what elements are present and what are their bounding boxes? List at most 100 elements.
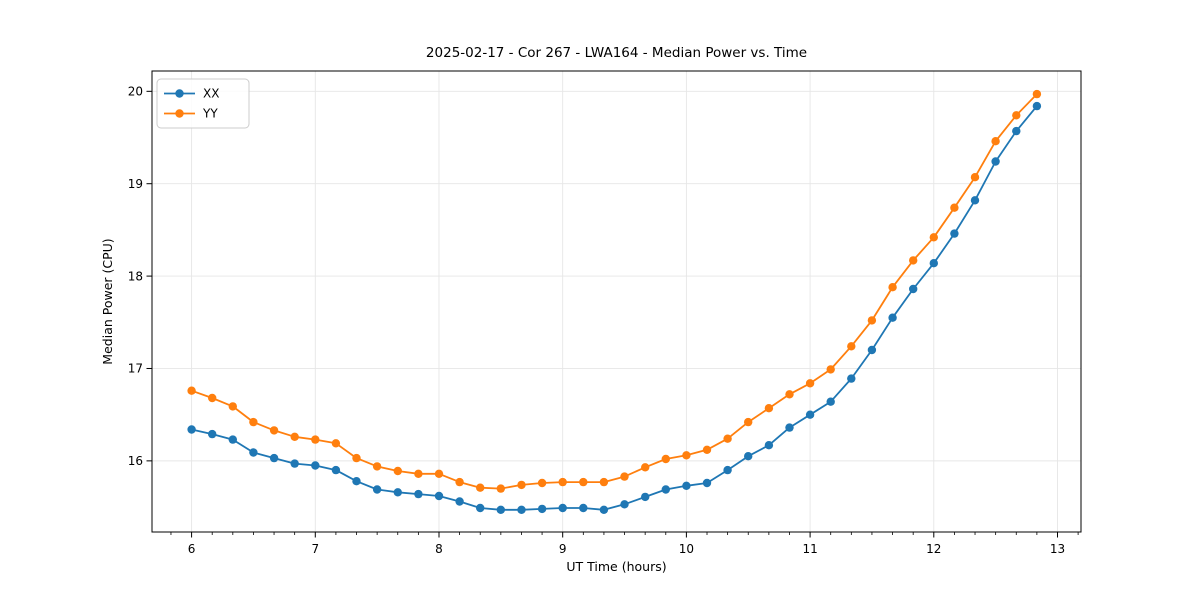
- data-point-yy: [537, 478, 547, 488]
- data-point-yy: [805, 379, 815, 388]
- y-tick-label: 19: [128, 177, 143, 191]
- y-tick-label: 20: [128, 85, 143, 99]
- data-point-xx: [970, 196, 980, 205]
- data-point-yy: [702, 445, 712, 454]
- data-point-xx: [599, 505, 609, 514]
- data-point-xx: [311, 461, 320, 470]
- data-point-yy: [1032, 89, 1042, 99]
- data-point-yy: [599, 477, 609, 487]
- data-point-xx: [826, 397, 835, 406]
- data-point-yy: [311, 435, 320, 444]
- data-point-xx: [661, 485, 670, 494]
- legend: XX YY: [156, 78, 250, 129]
- data-point-yy: [661, 454, 670, 464]
- data-point-xx: [723, 465, 732, 475]
- data-point-yy: [558, 477, 567, 487]
- data-point-yy: [1012, 111, 1021, 120]
- data-point-yy: [929, 233, 938, 242]
- data-point-yy: [269, 426, 279, 435]
- data-point-xx: [805, 410, 815, 419]
- data-point-xx: [764, 441, 774, 450]
- data-point-xx: [208, 429, 217, 439]
- data-point-xx: [558, 503, 567, 513]
- data-point-xx: [785, 423, 794, 432]
- x-tick-label: 6: [188, 542, 196, 556]
- data-point-xx: [352, 477, 361, 486]
- x-axis-label: UT Time (hours): [566, 559, 666, 574]
- data-point-xx: [228, 435, 237, 444]
- data-point-yy: [517, 480, 526, 490]
- y-tick-label: 16: [128, 454, 143, 468]
- data-point-xx: [867, 345, 877, 355]
- data-point-yy: [867, 316, 877, 325]
- legend-marker: [175, 89, 184, 98]
- chart-title: 2025-02-17 - Cor 267 - LWA164 - Median P…: [426, 45, 807, 61]
- data-point-yy: [434, 469, 444, 478]
- data-point-xx: [393, 488, 402, 497]
- y-tick-label: 18: [128, 269, 143, 283]
- data-point-xx: [620, 500, 629, 509]
- data-point-xx: [682, 481, 691, 490]
- data-point-xx: [249, 448, 258, 457]
- x-tick-label: 7: [311, 542, 319, 556]
- data-point-yy: [372, 462, 382, 471]
- legend-marker: [175, 109, 184, 118]
- data-point-yy: [331, 439, 341, 448]
- data-point-yy: [187, 386, 196, 395]
- data-point-yy: [888, 283, 897, 292]
- data-point-yy: [476, 483, 485, 492]
- legend-label-yy: YY: [202, 107, 218, 121]
- data-point-yy: [208, 393, 217, 403]
- data-point-xx: [929, 259, 938, 268]
- data-point-xx: [847, 374, 856, 383]
- data-point-yy: [249, 417, 258, 427]
- data-point-yy: [785, 390, 794, 399]
- data-point-xx: [950, 229, 959, 238]
- data-point-yy: [950, 203, 959, 212]
- data-point-xx: [496, 505, 505, 514]
- y-tick-label: 17: [128, 362, 143, 376]
- data-point-xx: [290, 459, 299, 468]
- data-point-yy: [228, 402, 237, 411]
- plot-frame: [151, 70, 1082, 533]
- data-point-yy: [352, 453, 361, 463]
- data-point-xx: [434, 491, 444, 501]
- series-yy: [187, 89, 1042, 493]
- data-point-xx: [331, 465, 341, 475]
- legend-label-xx: XX: [203, 87, 219, 101]
- data-point-xx: [372, 485, 382, 494]
- data-point-yy: [764, 404, 774, 413]
- data-point-yy: [744, 417, 753, 427]
- data-point-yy: [579, 477, 588, 487]
- series-xx: [187, 101, 1042, 514]
- data-point-xx: [702, 478, 712, 488]
- series-line-xx: [191, 105, 1038, 511]
- data-point-xx: [744, 452, 753, 461]
- data-point-yy: [496, 484, 505, 493]
- data-point-yy: [393, 466, 402, 476]
- data-point-xx: [517, 505, 526, 514]
- data-point-yy: [991, 137, 1000, 146]
- data-point-yy: [723, 434, 732, 443]
- data-point-yy: [970, 173, 980, 182]
- data-point-xx: [476, 503, 485, 513]
- data-point-xx: [579, 503, 588, 513]
- data-point-xx: [1032, 101, 1042, 111]
- data-point-xx: [537, 504, 547, 514]
- data-point-yy: [641, 463, 650, 472]
- data-point-yy: [620, 472, 629, 481]
- x-tick-label: 11: [802, 542, 817, 556]
- data-point-xx: [455, 497, 464, 506]
- data-point-yy: [290, 432, 299, 441]
- data-series: [187, 89, 1042, 514]
- data-point-yy: [847, 342, 856, 351]
- data-point-yy: [909, 256, 918, 265]
- data-point-xx: [888, 313, 897, 322]
- data-point-yy: [682, 451, 691, 460]
- data-point-xx: [909, 284, 918, 294]
- data-point-yy: [826, 365, 835, 374]
- x-tick-label: 9: [559, 542, 567, 556]
- axis-ticks: 6 7 8 9 10 11 12 13 16 17 18 19 20: [128, 85, 1079, 556]
